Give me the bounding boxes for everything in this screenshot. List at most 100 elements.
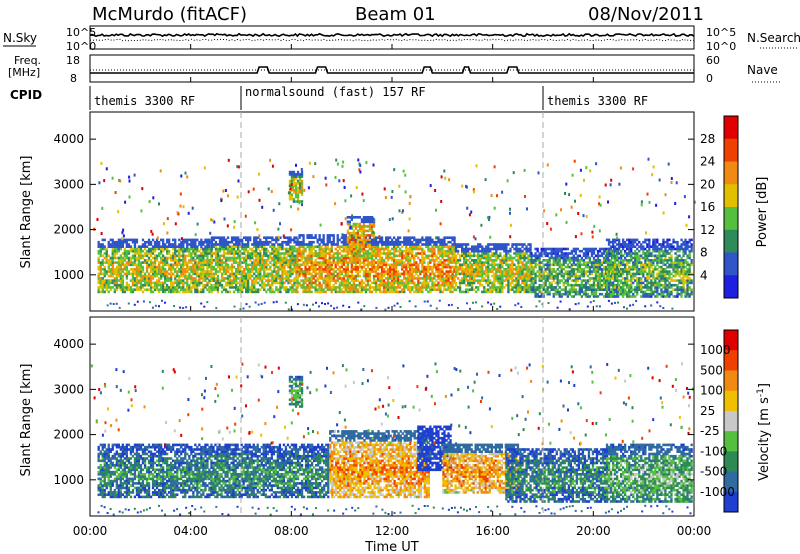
range-cell — [344, 254, 347, 258]
range-cell — [293, 265, 296, 269]
range-cell — [564, 265, 567, 269]
range-cell — [263, 249, 266, 253]
range-cell — [113, 268, 116, 271]
range-cell — [245, 272, 248, 276]
range-cell — [145, 268, 149, 271]
range-cell — [382, 279, 386, 282]
range-cell — [164, 268, 167, 271]
range-cell — [338, 265, 341, 269]
range-cell — [210, 243, 214, 246]
range-cell — [170, 259, 173, 262]
range-cell — [342, 283, 345, 287]
range-cell — [387, 238, 390, 242]
range-cell — [471, 245, 474, 248]
range-cell — [293, 245, 296, 248]
range-cell — [560, 256, 563, 260]
range-cell — [449, 268, 452, 271]
range-cell — [318, 243, 321, 246]
range-cell — [334, 290, 337, 294]
range-cell — [153, 281, 157, 285]
range-cell — [196, 270, 199, 273]
range-cell — [578, 261, 581, 264]
range-cell — [429, 290, 432, 294]
range-cell — [162, 286, 165, 289]
range-cell — [214, 281, 218, 285]
range-cell — [97, 286, 100, 289]
range-cell — [190, 240, 193, 244]
range-cell — [198, 259, 201, 262]
range-cell — [147, 277, 151, 280]
range-cell — [198, 277, 201, 280]
range-cell — [342, 238, 345, 242]
range-cell — [441, 256, 444, 260]
range-cell — [291, 252, 294, 255]
range-cell — [517, 283, 520, 287]
range-cell — [570, 270, 573, 273]
range-cell — [354, 283, 358, 287]
range-cell — [525, 283, 528, 287]
range-cell — [362, 240, 366, 244]
range-cell — [182, 270, 185, 273]
range-cell — [279, 265, 282, 269]
range-cell — [465, 254, 468, 258]
range-cell — [368, 254, 372, 258]
range-cell — [550, 256, 553, 260]
range-cell — [382, 272, 386, 276]
range-cell — [257, 274, 260, 278]
range-cell — [265, 274, 268, 278]
range-cell — [265, 254, 268, 258]
range-cell — [340, 256, 343, 260]
range-cell — [196, 249, 199, 253]
range-cell — [298, 234, 301, 237]
range-cell — [387, 254, 390, 258]
range-cell — [366, 274, 370, 278]
range-cell — [421, 288, 424, 291]
range-cell — [387, 268, 390, 271]
range-cell — [188, 259, 191, 262]
range-cell — [596, 268, 600, 271]
range-cell — [232, 243, 236, 246]
range-cell — [534, 286, 537, 289]
range-cell — [532, 279, 535, 282]
range-cell — [431, 240, 434, 244]
range-cell — [517, 254, 520, 258]
range-cell — [405, 279, 408, 282]
range-cell — [592, 252, 596, 255]
range-cell — [324, 259, 327, 262]
range-cell — [285, 256, 288, 260]
range-cell — [352, 279, 355, 282]
range-cell — [497, 277, 500, 280]
range-cell — [509, 274, 512, 278]
range-cell — [602, 261, 606, 264]
range-cell — [202, 240, 205, 244]
noise-tick-left-top: 10^5 — [66, 26, 96, 39]
range-cell — [139, 279, 143, 282]
range-cell — [360, 254, 364, 258]
range-cell — [249, 274, 252, 278]
range-cell — [366, 281, 370, 285]
range-cell — [131, 274, 135, 278]
range-cell — [407, 272, 410, 276]
range-cell — [463, 290, 466, 294]
nave-tick-bottom: 0 — [706, 72, 713, 85]
range-cell — [580, 263, 583, 267]
range-cell — [483, 256, 486, 260]
range-cell — [265, 252, 268, 255]
range-cell — [155, 268, 159, 271]
range-cell — [423, 286, 426, 289]
range-cell — [458, 290, 462, 294]
range-cell — [304, 247, 307, 251]
range-cell — [491, 252, 494, 255]
range-cell — [469, 272, 472, 276]
range-cell — [395, 254, 398, 258]
range-cell — [273, 265, 276, 269]
range-cell — [162, 265, 165, 269]
range-cell — [401, 265, 404, 269]
range-cell — [397, 277, 400, 280]
range-cell — [454, 283, 458, 287]
range-cell — [208, 265, 211, 269]
range-cell — [374, 265, 378, 269]
range-cell — [218, 265, 222, 269]
range-cell — [113, 288, 116, 291]
range-cell — [542, 270, 545, 273]
